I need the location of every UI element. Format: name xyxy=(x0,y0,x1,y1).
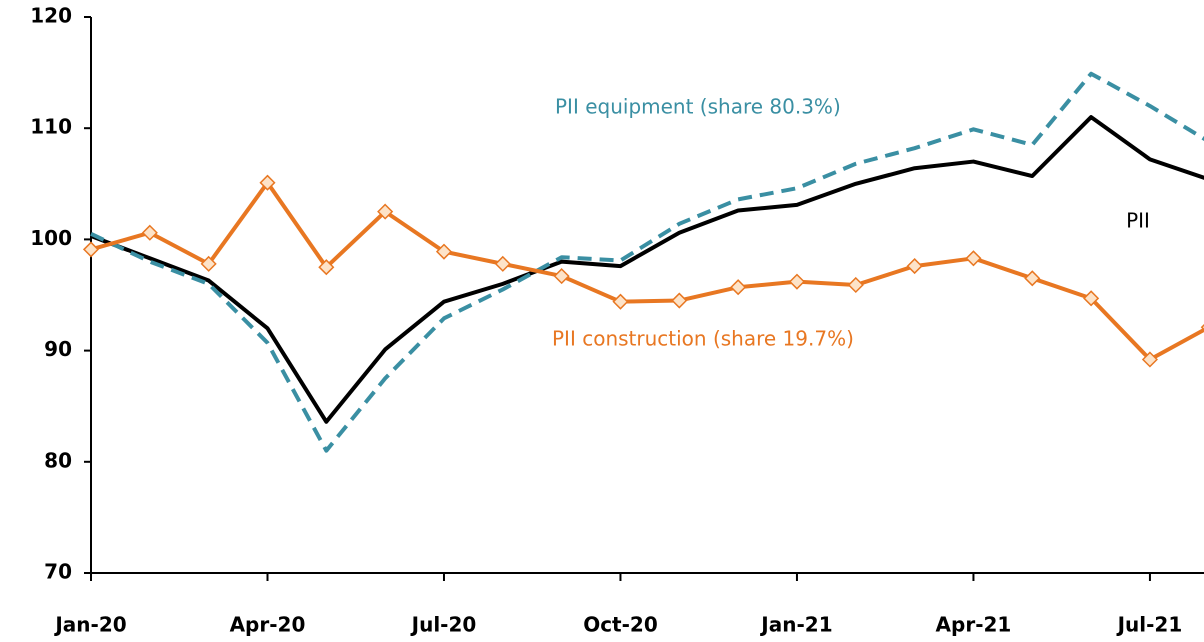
x-tick-label: Jan-20 xyxy=(53,613,126,637)
marker xyxy=(318,259,335,276)
marker xyxy=(847,276,864,294)
marker xyxy=(1200,323,1204,331)
marker xyxy=(259,174,276,191)
series-label: PII equipment (share 80.3%) xyxy=(555,95,841,119)
marker xyxy=(1141,351,1159,368)
x-tick-label: Jan-21 xyxy=(759,613,832,637)
x-tick-label: Jul-20 xyxy=(410,613,477,637)
marker xyxy=(494,255,511,272)
series-label: PII construction (share 19.7%) xyxy=(552,327,854,351)
marker xyxy=(906,258,923,275)
marker xyxy=(965,250,982,267)
marker xyxy=(1083,290,1100,307)
marker xyxy=(377,203,394,220)
marker xyxy=(435,243,453,260)
x-tick-label: Oct-20 xyxy=(583,613,658,637)
y-tick-label: 80 xyxy=(44,448,72,472)
marker xyxy=(788,273,806,290)
marker xyxy=(141,224,158,241)
y-tick-label: 90 xyxy=(44,337,72,361)
line-series xyxy=(90,115,1204,424)
x-tick-label: Apr-20 xyxy=(230,613,306,637)
marker xyxy=(200,255,217,272)
line-series xyxy=(90,71,1204,453)
plot-area xyxy=(82,71,1204,453)
x-tick-label: Jul-21 xyxy=(1116,613,1183,637)
marker xyxy=(612,293,629,310)
line-series xyxy=(90,180,1204,362)
y-tick-label: 100 xyxy=(30,226,72,250)
y-tick-label: 110 xyxy=(30,115,72,139)
x-tick-label: Apr-21 xyxy=(936,613,1012,637)
y-tick-label: 70 xyxy=(44,560,72,584)
y-tick-label: 120 xyxy=(30,4,72,28)
marker xyxy=(671,292,688,309)
marker xyxy=(730,279,747,296)
marker xyxy=(82,241,100,258)
marker xyxy=(1024,270,1041,287)
series-label: PII xyxy=(1126,209,1150,233)
marker xyxy=(553,268,570,285)
